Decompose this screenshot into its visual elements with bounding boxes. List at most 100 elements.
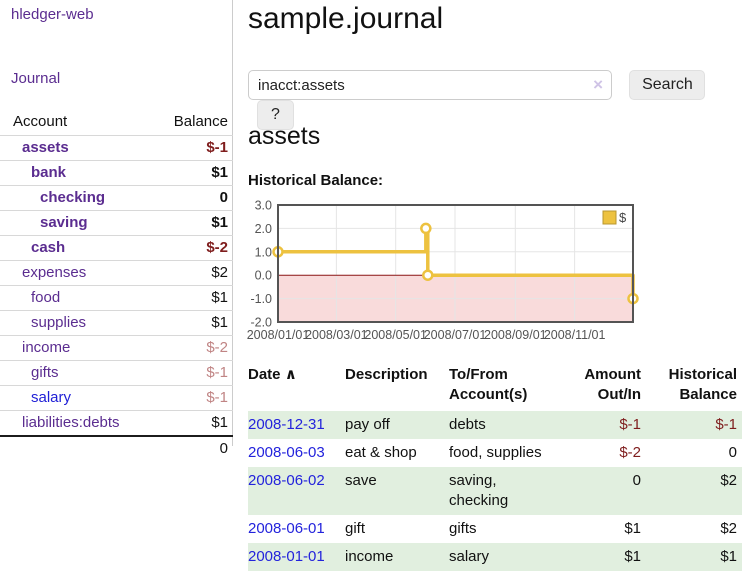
svg-text:2008/11/01: 2008/11/01	[544, 328, 606, 342]
transaction-date-link[interactable]: 2008-12-31	[248, 416, 325, 433]
transaction-description: income	[345, 548, 394, 565]
transaction-description: eat & shop	[345, 444, 417, 461]
account-row: bank $1	[0, 160, 233, 186]
accounts-total-row: 0	[0, 435, 233, 461]
transaction-accounts: gifts	[449, 520, 477, 537]
svg-text:-2.0: -2.0	[250, 316, 272, 330]
account-link-saving[interactable]: saving	[40, 214, 88, 231]
transaction-date-link[interactable]: 2008-06-02	[248, 472, 325, 489]
svg-text:2008/05/01: 2008/05/01	[364, 328, 427, 342]
register-table: Date ∧ Description To/From Account(s) Am…	[248, 362, 742, 571]
sidebar: hledger-web Journal Account Balance asse…	[0, 0, 233, 461]
svg-text:-1.0: -1.0	[250, 292, 272, 306]
search-form: × Search ?	[248, 70, 742, 130]
account-row: salary $-1	[0, 385, 233, 411]
transaction-date-link[interactable]: 2008-06-03	[248, 444, 325, 461]
transaction-amount: $1	[624, 548, 641, 565]
account-balance: $-2	[155, 335, 233, 361]
account-link-food[interactable]: food	[31, 289, 61, 306]
accounts-table: Account Balance assets $-1 bank $1 check…	[0, 111, 233, 461]
svg-text:2.0: 2.0	[255, 222, 272, 236]
account-balance: $-1	[155, 135, 233, 161]
account-balance: $2	[155, 260, 233, 286]
svg-text:2008/07/01: 2008/07/01	[424, 328, 487, 342]
account-row: saving $1	[0, 210, 233, 236]
account-link-checking[interactable]: checking	[40, 189, 106, 206]
page-title: sample.journal	[248, 2, 444, 35]
account-link-expenses[interactable]: expenses	[22, 264, 87, 281]
transaction-accounts: salary	[449, 548, 490, 565]
register-row: 2008-06-02 save saving, checking 0 $2	[248, 467, 742, 515]
svg-text:$: $	[619, 210, 627, 225]
account-balance: $-1	[155, 360, 233, 386]
register-row: 2008-06-03 eat & shop food, supplies $-2…	[248, 439, 742, 467]
svg-text:2008/03/01: 2008/03/01	[305, 328, 368, 342]
account-row: checking 0	[0, 185, 233, 211]
transaction-balance: $2	[720, 520, 737, 537]
account-link-cash[interactable]: cash	[31, 239, 66, 256]
account-row: supplies $1	[0, 310, 233, 336]
account-link-income[interactable]: income	[22, 339, 71, 356]
account-link-liabilities-debts[interactable]: liabilities:debts	[22, 414, 120, 431]
transaction-balance: $2	[720, 472, 737, 489]
transaction-amount: $-2	[619, 444, 641, 461]
account-balance: $1	[155, 160, 233, 186]
account-row: assets $-1	[0, 135, 233, 161]
svg-text:2008/09/01: 2008/09/01	[484, 328, 547, 342]
account-balance: $1	[155, 210, 233, 236]
accounts-total: 0	[155, 435, 233, 461]
transaction-balance: $1	[720, 548, 737, 565]
register-col-balance: Historical Balance	[668, 366, 737, 403]
accounts-col-account: Account	[13, 113, 68, 130]
account-balance: $-1	[155, 385, 233, 411]
register-row: 2008-06-01 gift gifts $1 $2	[248, 515, 742, 543]
svg-text:2008/01/01: 2008/01/01	[247, 328, 310, 342]
app-title-link[interactable]: hledger-web	[11, 6, 94, 23]
account-balance: 0	[155, 185, 233, 211]
svg-text:0.0: 0.0	[255, 269, 272, 283]
account-balance: $1	[155, 410, 233, 436]
account-row: food $1	[0, 285, 233, 311]
sidebar-item-journal[interactable]: Journal	[11, 70, 61, 87]
transaction-accounts: saving, checking	[449, 472, 509, 509]
search-button[interactable]: Search	[629, 70, 706, 100]
date-sort-header[interactable]: Date ∧	[248, 366, 297, 383]
account-link-salary[interactable]: salary	[31, 389, 72, 406]
account-row: income $-2	[0, 335, 233, 361]
account-row: cash $-2	[0, 235, 233, 261]
account-link-supplies[interactable]: supplies	[31, 314, 87, 331]
account-row: expenses $2	[0, 260, 233, 286]
register-col-account: To/From Account(s)	[449, 366, 528, 403]
register-col-description: Description	[345, 366, 428, 383]
account-heading: assets	[248, 122, 321, 150]
search-input[interactable]	[248, 70, 612, 100]
register-col-amount: Amount Out/In	[584, 366, 641, 403]
account-balance: $1	[155, 310, 233, 336]
transaction-date-link[interactable]: 2008-06-01	[248, 520, 325, 537]
account-balance: $1	[155, 285, 233, 311]
accounts-col-balance: Balance	[173, 113, 228, 130]
register-row: 2008-01-01 income salary $1 $1	[248, 543, 742, 571]
clear-search-icon[interactable]: ×	[593, 75, 603, 94]
accounts-header-row: Account Balance	[0, 111, 233, 136]
transaction-description: save	[345, 472, 377, 489]
transaction-description: pay off	[345, 416, 390, 433]
transaction-accounts: food, supplies	[449, 444, 542, 461]
account-link-assets[interactable]: assets	[22, 139, 69, 156]
transaction-accounts: debts	[449, 416, 486, 433]
transaction-date-link[interactable]: 2008-01-01	[248, 548, 325, 565]
main-content: sample.journal × Search ? assets Histori…	[240, 0, 742, 582]
account-balance: $-2	[155, 235, 233, 261]
transaction-amount: 0	[632, 472, 641, 489]
transaction-balance: 0	[728, 444, 737, 461]
account-link-bank[interactable]: bank	[31, 164, 67, 181]
help-button[interactable]: ?	[257, 100, 294, 130]
transaction-amount: $1	[624, 520, 641, 537]
register-row: 2008-12-31 pay off debts $-1 $-1	[248, 411, 742, 439]
register-header-row: Date ∧ Description To/From Account(s) Am…	[248, 362, 742, 411]
account-link-gifts[interactable]: gifts	[31, 364, 59, 381]
historical-balance-chart: 3.0 2.0 1.0 0.0 -1.0 -2.02008/01/012008/03/01…	[247, 199, 639, 342]
svg-text:1.0: 1.0	[255, 245, 272, 259]
svg-text:3.0: 3.0	[255, 199, 272, 213]
transaction-amount: $-1	[619, 416, 641, 433]
